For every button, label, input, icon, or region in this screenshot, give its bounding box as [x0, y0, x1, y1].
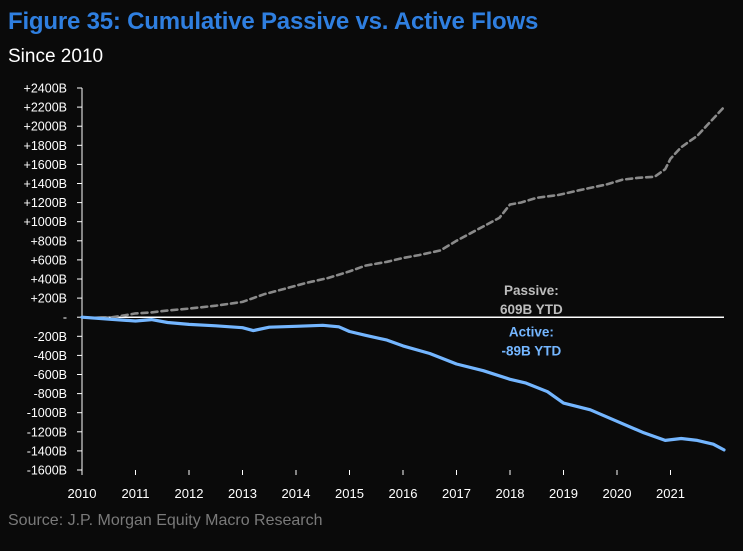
- y-tick-label: -: [63, 311, 67, 325]
- y-tick-label: +800B: [31, 234, 68, 248]
- y-tick-label: +2200B: [24, 101, 67, 115]
- y-tick-label: -1600B: [27, 464, 67, 478]
- y-tick-label: -600B: [34, 368, 67, 382]
- x-tick-label: 2018: [496, 486, 525, 501]
- x-tick-label: 2021: [656, 486, 685, 501]
- passive-annotation-line: 609B YTD: [500, 302, 563, 317]
- y-tick-label: +1600B: [24, 158, 67, 172]
- y-tick-label: -200B: [34, 330, 67, 344]
- passive-annotation-line: Passive:: [504, 283, 559, 298]
- chart-subtitle: Since 2010: [8, 46, 104, 67]
- x-tick-label: 2012: [175, 486, 204, 501]
- y-tick-label: +1000B: [24, 215, 67, 229]
- x-tick-label: 2011: [122, 486, 150, 501]
- x-axis-ticks: 2010 2011 2012 2013 2014 2015 2016 2017 2018 2019…: [68, 470, 685, 501]
- active-annotation-line: -89B YTD: [502, 343, 562, 358]
- x-tick-label: 2020: [603, 486, 632, 501]
- y-tick-label: +1200B: [24, 196, 67, 210]
- y-tick-label: -400B: [34, 349, 67, 363]
- x-tick-label: 2013: [228, 486, 257, 501]
- y-tick-label: -1400B: [27, 444, 67, 458]
- y-tick-label: -1200B: [27, 425, 67, 439]
- x-tick-label: 2014: [282, 486, 311, 501]
- y-tick-label: +400B: [31, 273, 68, 287]
- y-tick-label: +600B: [31, 253, 68, 267]
- axes: [81, 88, 724, 470]
- y-tick-label: +2000B: [24, 120, 67, 134]
- x-tick-label: 2010: [68, 486, 97, 501]
- y-tick-label: +1400B: [24, 177, 67, 191]
- x-tick-label: 2019: [549, 486, 578, 501]
- source-note: Source: J.P. Morgan Equity Macro Researc…: [8, 512, 323, 529]
- chart-title: Figure 35: Cumulative Passive vs. Active…: [8, 8, 539, 35]
- y-tick-label: -800B: [34, 387, 67, 401]
- y-tick-label: +200B: [31, 292, 68, 306]
- active-annotation-line: Active:: [509, 324, 554, 339]
- series-annotations: Passive: 609B YTD Active: -89B YTD: [500, 283, 563, 358]
- series-lines: [80, 105, 726, 452]
- x-tick-label: 2015: [335, 486, 364, 501]
- passive-series-line: [80, 105, 726, 320]
- y-tick-label: +1800B: [24, 139, 67, 153]
- y-tick-label: -1000B: [27, 406, 67, 420]
- y-axis-ticks: +2400B +2200B +2000B +1800B +1600B +1400B +120…: [24, 82, 82, 478]
- active-series-line: [80, 315, 726, 452]
- y-tick-label: +2400B: [24, 82, 67, 96]
- x-tick-label: 2017: [442, 486, 471, 501]
- x-tick-label: 2016: [389, 486, 418, 501]
